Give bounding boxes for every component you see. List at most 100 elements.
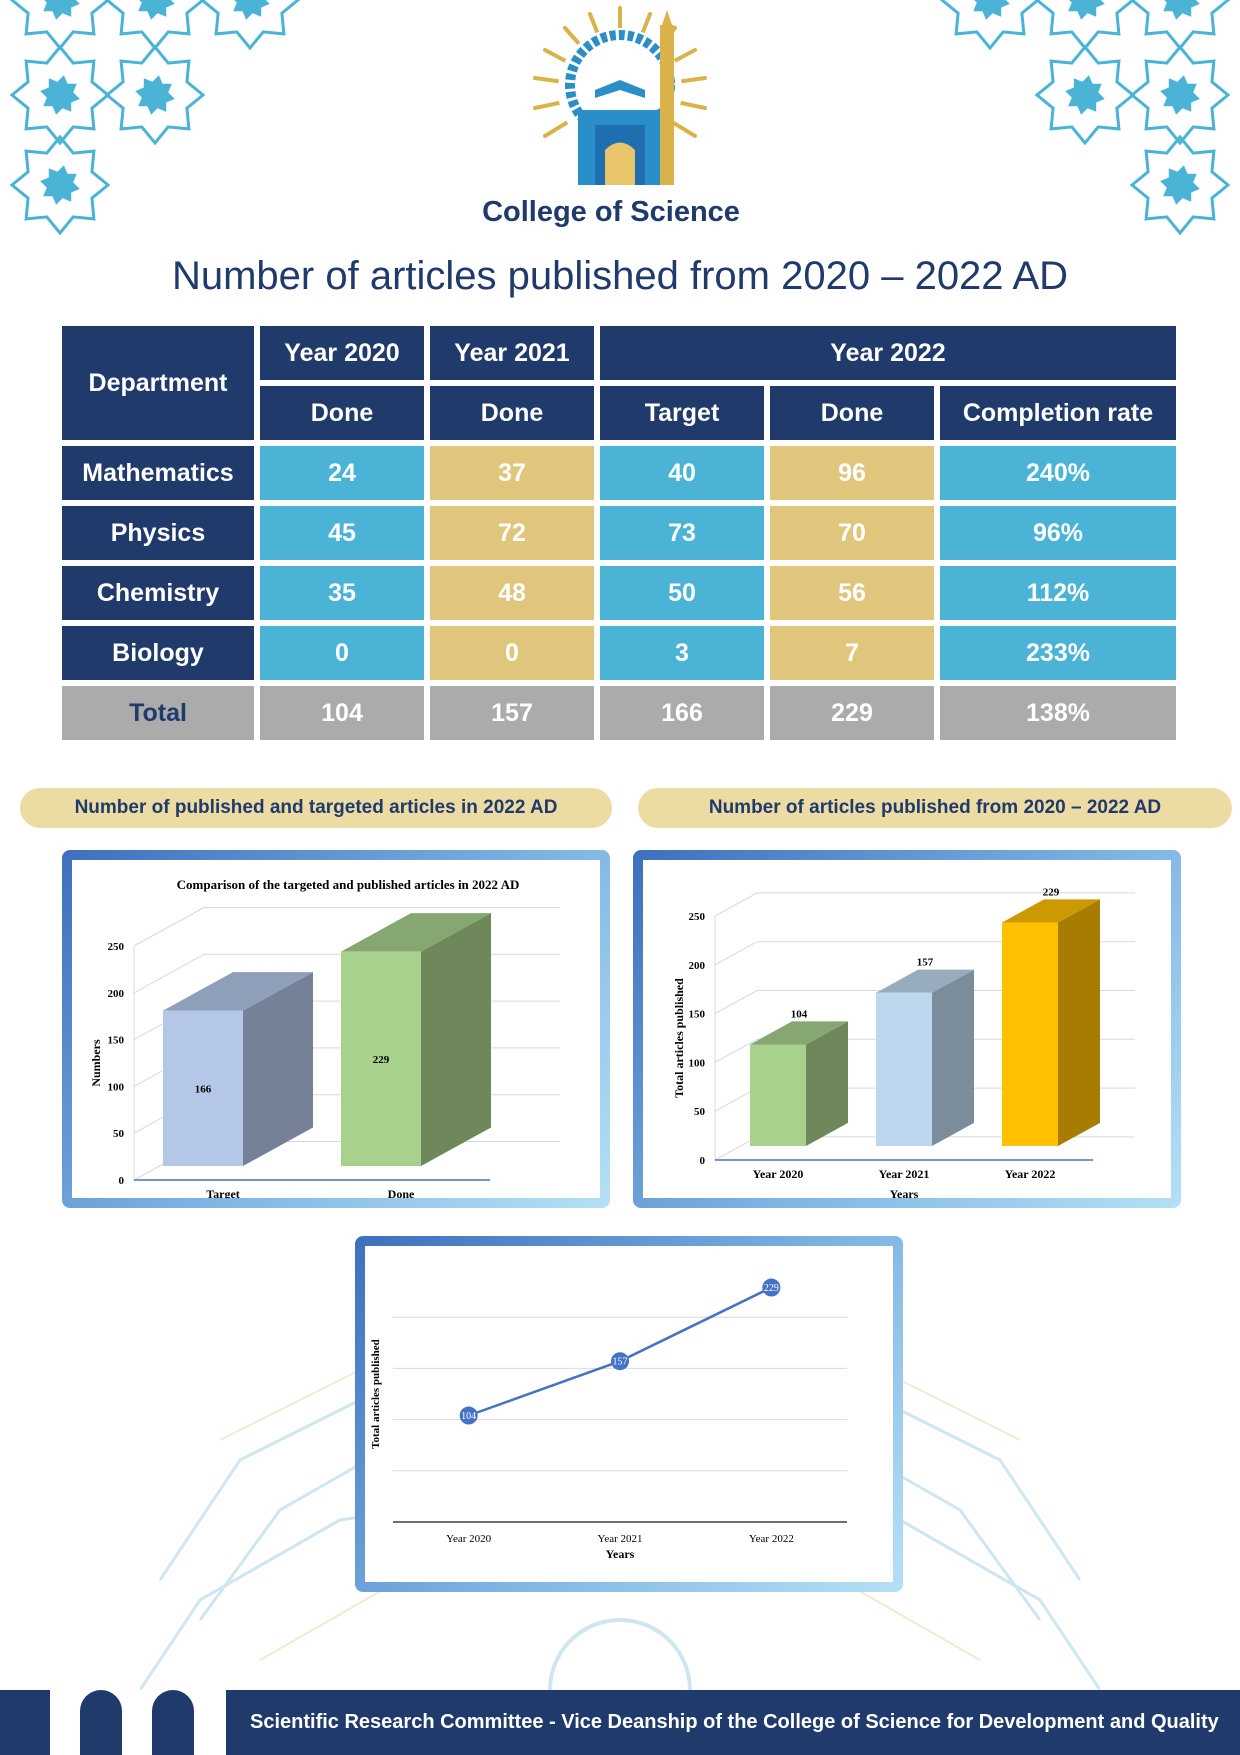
page-title: Number of articles published from 2020 –… (171, 254, 1069, 298)
subheader-done-2022: Done (770, 386, 934, 440)
y-tick-label: 150 (108, 1035, 125, 1047)
cell-target-2022: 50 (600, 566, 764, 620)
y-tick-label: 100 (108, 1081, 125, 1093)
footer: Scientific Research Committee - Vice Dea… (0, 1690, 1240, 1755)
x-tick-label: Year 2022 (749, 1533, 794, 1545)
data-label: 229 (764, 1283, 779, 1294)
data-label: 229 (373, 1054, 390, 1066)
footer-decor-arch (152, 1690, 194, 1755)
star-ornament (1068, 0, 1105, 20)
gridline-depth (714, 990, 758, 1015)
footer-decor-arch (80, 1690, 122, 1755)
header-year-2022: Year 2022 (600, 326, 1176, 380)
table-total-row: Total 104 157 166 229 138% (62, 686, 1176, 740)
star-ornament-outline (1129, 134, 1231, 235)
star-ornament-outline (9, 44, 111, 146)
cell-done-2021: 37 (430, 446, 594, 500)
data-point (459, 1406, 478, 1425)
star-ornament (40, 75, 80, 115)
star-ornament (1163, 0, 1200, 20)
row-department: Chemistry (62, 566, 254, 620)
data-point (611, 1352, 629, 1371)
y-tick-label: 0 (119, 1175, 125, 1187)
subheader-completion-rate: Completion rate (940, 386, 1176, 440)
corner-pattern-left (9, 0, 300, 235)
cell-done-2021: 48 (430, 566, 594, 620)
star-ornament (40, 165, 80, 205)
total-done-2021: 157 (430, 686, 594, 740)
row-department: Physics (62, 506, 254, 560)
gridline-depth (133, 953, 205, 994)
gridline-depth (714, 941, 758, 966)
header-year-2020: Year 2020 (260, 326, 424, 380)
bar-top (876, 969, 974, 993)
bar-top (1002, 899, 1100, 923)
y-axis-title: Numbers (89, 1039, 103, 1087)
y-axis-title: Total articles published (672, 978, 686, 1098)
star-ornament-outline (104, 44, 206, 146)
x-tick-label: Year 2020 (446, 1533, 492, 1545)
chart-frame-yearly-bars: 0 50 100 150 200 250 104 Year 2020 157 Year 2021 2… (633, 850, 1181, 1208)
cell-target-2022: 73 (600, 506, 764, 560)
star-ornament (43, 0, 80, 20)
star-ornament (1160, 75, 1200, 115)
total-label: Total (62, 686, 254, 740)
total-completion-rate: 138% (940, 686, 1176, 740)
y-tick-label: 200 (689, 960, 706, 972)
star-ornament-outline (1129, 0, 1231, 51)
x-tick-label: Year 2021 (879, 1167, 930, 1181)
row-department: Biology (62, 626, 254, 680)
y-tick-label: 200 (108, 988, 125, 1000)
gridline-depth (714, 1038, 758, 1063)
articles-table: Department Year 2020 Year 2021 Year 2022… (56, 320, 1182, 746)
cell-done-2020: 45 (260, 506, 424, 560)
cell-done-2021: 0 (430, 626, 594, 680)
data-point (762, 1278, 781, 1297)
cell-target-2022: 3 (600, 626, 764, 680)
x-tick-label: Year 2021 (597, 1533, 642, 1545)
subheader-done-2021: Done (430, 386, 594, 440)
corner-pattern-right (940, 0, 1231, 235)
section-label-target-vs-done: Number of published and targeted article… (20, 788, 612, 828)
star-ornament-outline (9, 134, 111, 235)
chart-yearly-bars: 0 50 100 150 200 250 104 Year 2020 157 Year 2021 2… (672, 886, 1135, 1198)
chart-yearly-line: 104 Year 2020 157 Year 2021 229 Year 2022 Year… (370, 1278, 847, 1561)
table-row: Physics 45 72 73 70 96% (62, 506, 1176, 560)
college-name: College of Science (482, 196, 740, 228)
cell-done-2021: 72 (430, 506, 594, 560)
y-tick-label: 50 (694, 1106, 706, 1118)
y-tick-label: 0 (700, 1155, 706, 1167)
total-done-2022: 229 (770, 686, 934, 740)
cell-completion-rate: 96% (940, 506, 1176, 560)
gridline-depth (133, 907, 205, 947)
y-tick-label: 100 (689, 1057, 706, 1069)
data-label: 104 (461, 1411, 476, 1422)
cell-done-2020: 24 (260, 446, 424, 500)
y-tick-label: 150 (689, 1009, 706, 1021)
bar-side (932, 969, 974, 1146)
total-done-2020: 104 (260, 686, 424, 740)
star-ornament-outline (199, 0, 300, 51)
subheader-done-2020: Done (260, 386, 424, 440)
footer-text: Scientific Research Committee - Vice Dea… (226, 1690, 1240, 1755)
x-tick-label: Target (206, 1187, 240, 1198)
bar (750, 1044, 806, 1146)
bar-top (750, 1021, 848, 1045)
college-logo (533, 6, 707, 185)
cell-done-2020: 35 (260, 566, 424, 620)
y-tick-label: 50 (113, 1128, 125, 1140)
series-line (468, 1286, 772, 1417)
cell-done-2020: 0 (260, 626, 424, 680)
cell-done-2022: 7 (770, 626, 934, 680)
cell-completion-rate: 240% (940, 446, 1176, 500)
bar-side (421, 913, 491, 1166)
header-year-2021: Year 2021 (430, 326, 594, 380)
row-department: Mathematics (62, 446, 254, 500)
star-ornament (233, 0, 270, 20)
bar (876, 992, 932, 1146)
star-ornament (135, 75, 175, 115)
cell-done-2022: 56 (770, 566, 934, 620)
table-row: Biology 0 0 3 7 233% (62, 626, 1176, 680)
x-axis-title: Years (890, 1187, 919, 1198)
x-tick-label: Done (388, 1187, 415, 1198)
